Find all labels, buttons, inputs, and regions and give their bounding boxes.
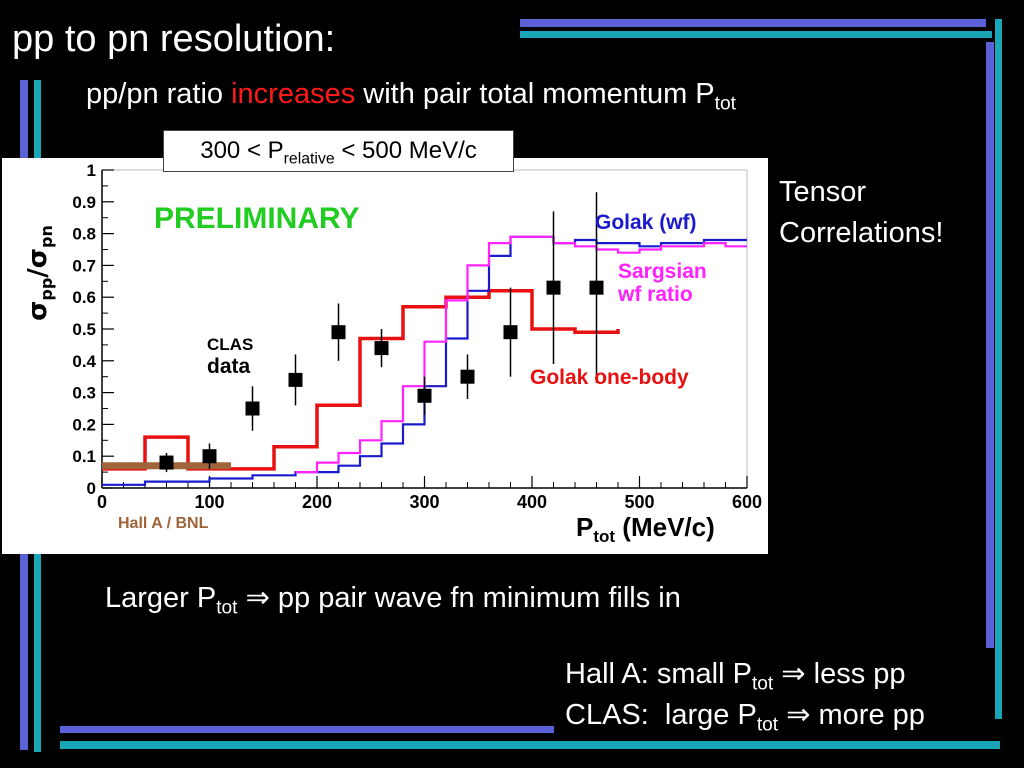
conclusion-line: Larger Ptot ⇒ pp pair wave fn minimum fi…	[105, 580, 681, 620]
hall-a-subscript: tot	[751, 673, 774, 695]
x-tick-label: 300	[409, 492, 439, 512]
y-axis-label-b: σ	[23, 248, 53, 268]
clas-data-point	[331, 325, 346, 340]
y-axis-label: σpp/σpn	[23, 225, 56, 321]
legend-sargsian-2: wf ratio	[617, 283, 693, 306]
slide-subtitle: pp/pn ratio increases with pair total mo…	[86, 78, 736, 116]
y-tick-label: 0.8	[72, 225, 96, 244]
frame-bar-bottom-cyan	[60, 741, 1000, 749]
x-tick-label: 400	[517, 492, 547, 512]
annotation-hall-a: Hall A / BNL	[118, 515, 209, 532]
conclusion-text-1: Larger P	[105, 582, 217, 614]
implies-arrow-icon: ⇒	[245, 580, 270, 614]
annotation-clas-2: data	[207, 355, 251, 378]
y-axis-label-a: σ	[23, 301, 53, 321]
clas-text-1: CLAS: large P	[565, 699, 757, 731]
frame-bar-top-blue	[520, 19, 986, 27]
side-note-line-2: Correlations!	[779, 217, 944, 249]
x-tick-label: 500	[624, 492, 654, 512]
y-tick-label: 1	[87, 161, 96, 180]
legend-sargsian-1: Sargsian	[618, 260, 707, 283]
clas-data-point	[374, 341, 389, 356]
conclusion-text-2: pp pair wave fn minimum fills in	[269, 582, 681, 614]
y-tick-label: 0.2	[72, 415, 96, 434]
range-text-1: 300 < P	[200, 137, 284, 164]
hall-a-line: Hall A: small Ptot ⇒ less pp	[565, 656, 906, 696]
subtitle-subscript: tot	[714, 93, 736, 115]
y-tick-label: 0.4	[72, 352, 96, 371]
y-tick-label: 0.6	[72, 288, 96, 307]
x-tick-label: 600	[732, 492, 762, 512]
implies-arrow-icon: ⇒	[781, 656, 806, 690]
clas-text-2: more pp	[810, 699, 925, 731]
clas-data-point	[159, 455, 174, 470]
frame-bar-right-cyan	[995, 19, 1002, 719]
chart: 0 0.1 0.2 0.3 0.4 0.5 0.6 0.7 0.8 0.9 1 0 100 200 300 4…	[23, 161, 762, 546]
x-axis-label-rest: (MeV/c)	[615, 512, 715, 542]
x-axis-label-sub: tot	[593, 527, 615, 546]
axes: 0 0.1 0.2 0.3 0.4 0.5 0.6 0.7 0.8 0.9 1 0 100 200 300 4…	[72, 161, 762, 512]
y-tick-label: 0.5	[72, 320, 96, 339]
implies-arrow-icon: ⇒	[786, 697, 811, 731]
subtitle-text-1: pp/pn ratio	[86, 78, 232, 110]
x-tick-label: 0	[97, 492, 107, 512]
y-tick-label: 0.3	[72, 384, 96, 403]
frame-bar-bottom-blue	[60, 726, 554, 733]
y-axis-label-slash: /	[23, 268, 53, 278]
clas-data-point	[245, 401, 260, 416]
clas-data-point	[288, 372, 303, 387]
y-axis-label-b-sub: pn	[37, 225, 56, 248]
range-text-2: < 500 MeV/c	[334, 137, 477, 164]
subtitle-text-2: with pair total momentum P	[355, 78, 715, 110]
clas-data-point	[546, 280, 561, 295]
annotation-preliminary: PRELIMINARY	[154, 202, 360, 235]
y-axis-label-a-sub: pp	[37, 278, 56, 301]
y-tick-label: 0.1	[72, 447, 96, 466]
x-axis-label: Ptot (MeV/c)	[576, 512, 715, 546]
x-tick-label: 200	[302, 492, 332, 512]
clas-data-point	[460, 369, 475, 384]
hall-a-text-2: less pp	[805, 658, 906, 690]
y-tick-label: 0.9	[72, 193, 96, 212]
side-note-line-1: Tensor	[779, 176, 867, 208]
range-subscript: relative	[283, 150, 335, 168]
y-tick-label: 0	[87, 479, 96, 498]
annotation-clas-1: CLAS	[207, 335, 253, 354]
clas-data-point	[503, 325, 518, 340]
side-note: Tensor Correlations!	[779, 172, 943, 254]
hall-a-text-1: Hall A: small P	[565, 658, 752, 690]
clas-data-point	[417, 388, 432, 403]
y-tick-label: 0.7	[72, 256, 96, 275]
chart-panel: 0 0.1 0.2 0.3 0.4 0.5 0.6 0.7 0.8 0.9 1 0 100 200 300 4…	[2, 158, 768, 554]
x-axis-label-main: P	[576, 512, 593, 542]
momentum-range-box: 300 < Prelative < 500 MeV/c	[163, 130, 514, 172]
golak-wf-histogram	[102, 235, 747, 486]
conclusion-subscript: tot	[216, 597, 238, 619]
slide-title: pp to pn resolution:	[12, 18, 336, 60]
x-tick-label: 100	[194, 492, 224, 512]
data-points	[159, 192, 604, 473]
subtitle-highlight: increases	[231, 78, 356, 110]
sargsian-wf-ratio-histogram	[295, 235, 747, 474]
clas-subscript: tot	[756, 714, 779, 736]
frame-bar-right-blue	[986, 42, 994, 648]
legend-golak-one-body: Golak one-body	[530, 366, 689, 389]
clas-line: CLAS: large Ptot ⇒ more pp	[565, 697, 925, 737]
clas-data-point	[202, 449, 217, 464]
legend-golak-wf: Golak (wf)	[595, 211, 697, 234]
clas-data-point	[589, 280, 604, 295]
frame-bar-top-cyan	[520, 31, 992, 38]
